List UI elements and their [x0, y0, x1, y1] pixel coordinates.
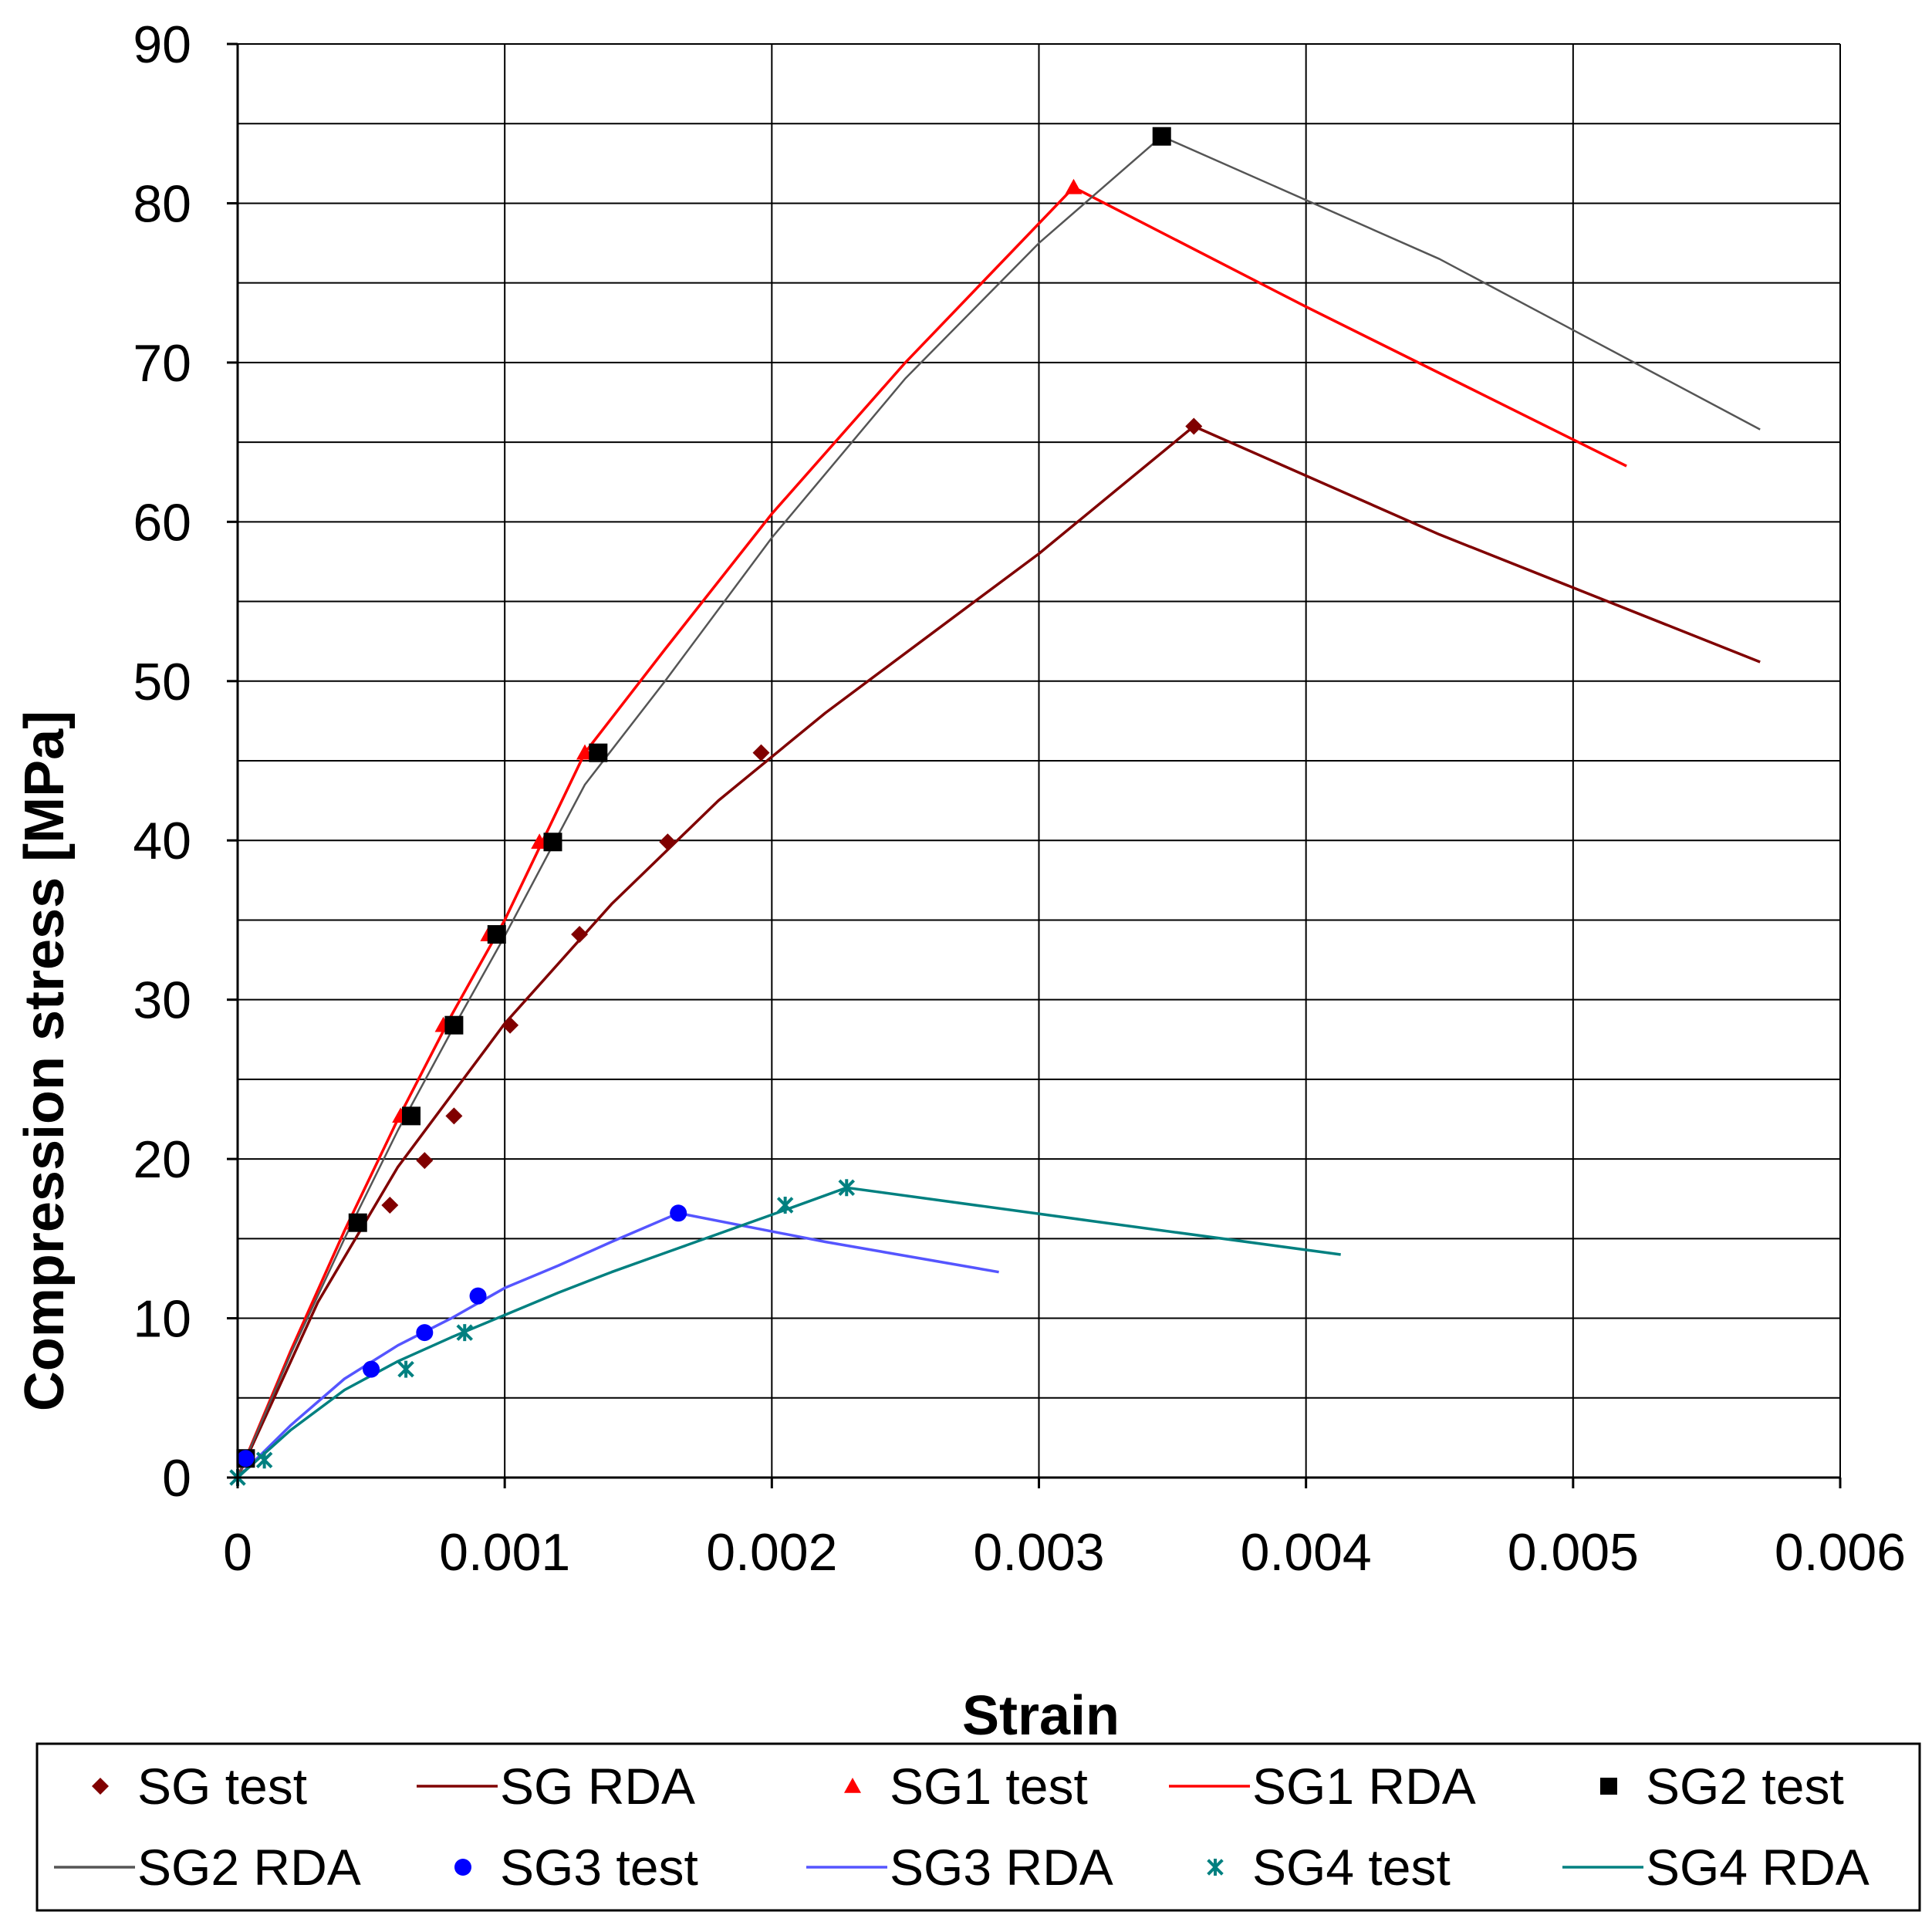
series-sg4-test — [229, 1179, 856, 1486]
y-tick-label: 40 — [133, 812, 191, 870]
data-point — [1152, 127, 1171, 146]
legend-label: SG2 test — [1646, 1758, 1844, 1815]
data-point — [543, 833, 562, 852]
data-point — [454, 1859, 471, 1876]
legend-label: SG RDA — [500, 1758, 695, 1815]
data-point — [444, 1015, 464, 1035]
x-tick-label: 0.004 — [1241, 1523, 1372, 1582]
data-point — [1207, 1859, 1224, 1876]
data-point — [1600, 1778, 1617, 1795]
data-point — [487, 925, 506, 944]
data-point — [237, 1450, 255, 1468]
legend-label: SG2 RDA — [137, 1839, 361, 1896]
legend-item: SG4 RDA — [1562, 1839, 1870, 1896]
data-point — [502, 1016, 519, 1034]
legend-item: SG test — [92, 1758, 307, 1815]
x-tick-label: 0.006 — [1775, 1523, 1906, 1582]
series-sg-rda — [236, 424, 1761, 1478]
legend-label: SG3 RDA — [890, 1839, 1113, 1896]
data-point — [92, 1778, 109, 1795]
data-point — [659, 833, 677, 851]
y-tick-label: 50 — [133, 653, 191, 711]
series-layer — [229, 127, 1761, 1486]
axes: 0 10 20 30 40 50 60 70 80 90 0 0.001 0.002 0.003 0.004… — [133, 15, 1906, 1582]
y-tick-label: 10 — [133, 1290, 191, 1349]
y-tick-label: 0 — [162, 1449, 191, 1508]
data-point — [1065, 178, 1083, 194]
data-point — [348, 1213, 367, 1232]
legend-box — [35, 1742, 1921, 1912]
y-tick-label: 30 — [133, 971, 191, 1030]
y-axis-title: Compression stress [MPa] — [14, 711, 76, 1411]
data-point — [381, 1196, 399, 1214]
y-tick-label: 70 — [133, 334, 191, 393]
data-point — [838, 1179, 856, 1197]
legend-label: SG3 test — [500, 1839, 698, 1896]
legend-item: SG3 test — [454, 1839, 698, 1896]
y-tick-label: 90 — [133, 15, 191, 74]
x-tick-label: 0.002 — [706, 1523, 837, 1582]
data-point — [363, 1360, 380, 1378]
data-point — [456, 1324, 474, 1342]
legend-item: SG1 test — [844, 1758, 1088, 1815]
legend-label: SG4 test — [1252, 1839, 1451, 1896]
grid — [238, 43, 1841, 1478]
y-tick-label: 60 — [133, 493, 191, 552]
x-axis-title: Strain — [962, 1685, 1120, 1747]
data-point — [255, 1451, 273, 1469]
legend: SG test SG RDA SG1 test SG1 RDA SG2 test SG2 … — [35, 1742, 1921, 1912]
data-point — [752, 744, 770, 762]
series-sg3-test — [237, 1204, 687, 1468]
data-point — [776, 1196, 794, 1214]
legend-label: SG test — [137, 1758, 307, 1815]
series-line — [236, 424, 1761, 1478]
legend-item: SG RDA — [417, 1758, 695, 1815]
data-point — [469, 1287, 487, 1305]
legend-item: SG2 RDA — [54, 1839, 361, 1896]
x-tick-label: 0.005 — [1508, 1523, 1639, 1582]
data-point — [589, 743, 608, 762]
y-tick-label: 80 — [133, 174, 191, 233]
data-point — [1185, 417, 1203, 435]
legend-item: SG2 test — [1600, 1758, 1844, 1815]
legend-label: SG1 test — [890, 1758, 1088, 1815]
y-tick-label: 20 — [133, 1130, 191, 1189]
legend-item: SG3 RDA — [806, 1839, 1113, 1896]
data-point — [416, 1152, 434, 1170]
series-sg3-rda — [236, 1211, 999, 1479]
data-point — [844, 1778, 861, 1793]
legend-label: SG4 RDA — [1646, 1839, 1870, 1896]
legend-label: SG1 RDA — [1252, 1758, 1476, 1815]
series-sg4-rda — [236, 1186, 1341, 1479]
series-line — [236, 1186, 1341, 1479]
data-point — [416, 1324, 434, 1342]
x-tick-label: 0.003 — [973, 1523, 1104, 1582]
x-tick-label: 0 — [223, 1523, 252, 1582]
legend-item: SG1 RDA — [1169, 1758, 1476, 1815]
data-point — [402, 1106, 421, 1126]
data-point — [571, 926, 589, 944]
series-sg2-test — [236, 127, 1171, 1468]
data-point — [445, 1107, 463, 1125]
series-line — [236, 1211, 999, 1479]
x-tick-label: 0.001 — [439, 1523, 570, 1582]
data-point — [397, 1360, 414, 1378]
legend-item: SG4 test — [1207, 1839, 1451, 1896]
data-point — [670, 1204, 687, 1222]
